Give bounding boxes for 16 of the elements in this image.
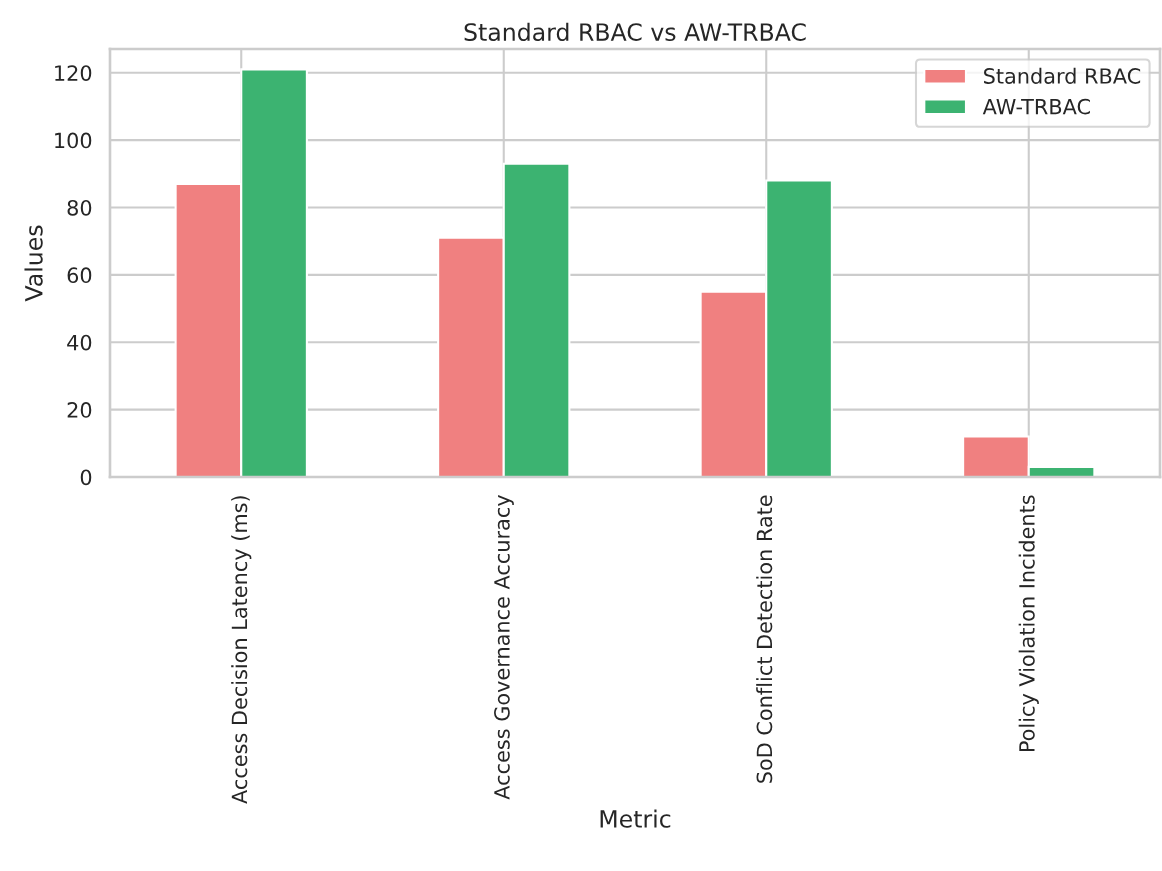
- y-tick-label: 120: [55, 65, 92, 81]
- chart-title: Standard RBAC vs AW-TRBAC: [464, 22, 806, 41]
- y-tick-label: 100: [55, 132, 92, 149]
- x-axis-title: Metric: [600, 809, 671, 828]
- y-axis-title: Values: [24, 225, 43, 302]
- x-tick-label: SoD Conflict Detection Rate: [756, 495, 773, 783]
- y-tick-label: 0: [80, 469, 92, 486]
- legend-label: AW-TRBAC: [982, 98, 1090, 115]
- y-tick-label: 40: [67, 334, 92, 351]
- y-tick-label: 20: [67, 402, 92, 418]
- legend-label: Standard RBAC: [984, 67, 1141, 84]
- y-tick-label: 60: [67, 267, 92, 284]
- x-tick-label: Access Governance Accuracy: [494, 494, 514, 800]
- x-tick-label: Access Decision Latency (ms): [231, 496, 252, 804]
- x-tick-label: Policy Violation Incidents: [1018, 495, 1039, 752]
- y-tick-label: 80: [67, 199, 92, 216]
